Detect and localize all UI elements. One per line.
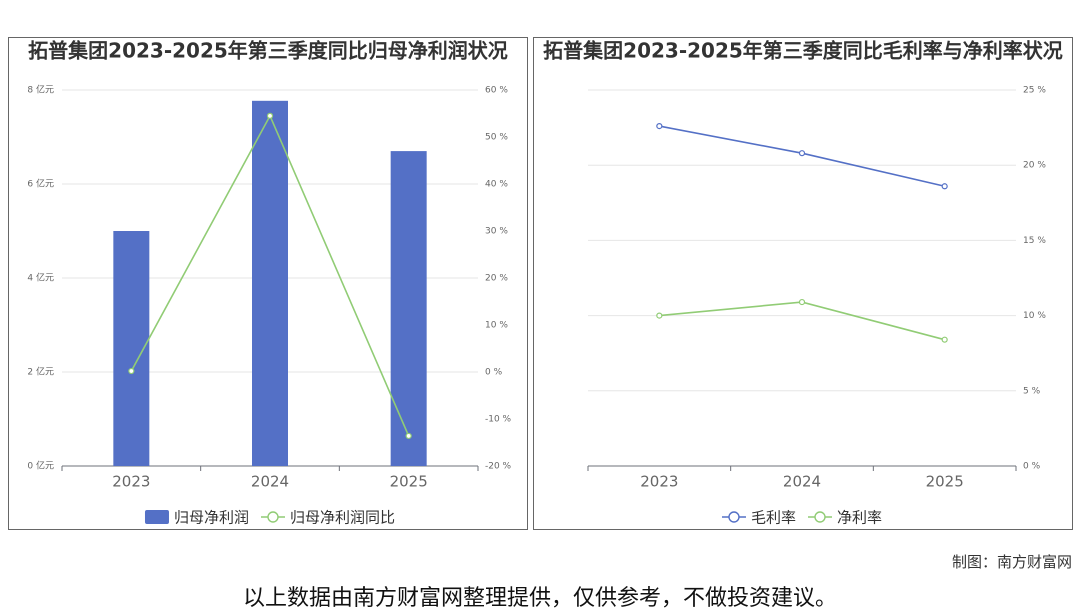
y-tick-label: -10 % xyxy=(485,415,512,425)
y-tick-label: 0 % xyxy=(1023,462,1041,472)
chart-title: 拓普集团2023-2025年第三季度同比归母净利润状况 xyxy=(28,39,508,63)
legend-label: 归母净利润 xyxy=(174,509,249,527)
line-point xyxy=(656,122,663,130)
y-tick-label: 25 % xyxy=(1023,86,1046,96)
x-tick-label: 2025 xyxy=(390,473,428,491)
y-tick-label: 10 % xyxy=(485,321,508,331)
y-tick-label: 40 % xyxy=(485,180,508,190)
legend-swatch xyxy=(728,511,740,523)
disclaimer: 以上数据由南方财富网整理提供，仅供参考，不做投资建议。 xyxy=(242,586,837,611)
y-tick-label: 8 亿元 xyxy=(27,84,54,96)
x-tick-label: 2025 xyxy=(926,473,964,491)
x-tick-label: 2024 xyxy=(251,473,289,491)
line-point xyxy=(128,367,135,375)
line-point xyxy=(405,432,412,440)
line-point xyxy=(941,336,948,343)
legend-label: 净利率 xyxy=(837,509,882,527)
y-tick-label: 30 % xyxy=(485,227,508,237)
chart-panel: 拓普集团2023-2025年第三季度同比毛利率与净利率状况 0 % 5 % 10 %… xyxy=(533,37,1073,530)
x-tick-label: 2024 xyxy=(783,473,821,491)
source-note: 制图：南方财富网 xyxy=(951,553,1072,571)
y-tick-label: 15 % xyxy=(1023,236,1046,246)
legend-swatch xyxy=(814,511,826,523)
bar xyxy=(390,151,427,466)
legend-swatch xyxy=(267,511,279,523)
line-point xyxy=(266,112,274,119)
legend-label: 归母净利润同比 xyxy=(290,509,395,527)
y-tick-label: 60 % xyxy=(485,86,508,96)
line-point xyxy=(941,183,948,190)
y-tick-label: -20 % xyxy=(485,462,512,472)
y-tick-label: 5 % xyxy=(1023,386,1041,396)
y-tick-label: 50 % xyxy=(485,133,508,143)
y-tick-label: 20 % xyxy=(1023,161,1046,171)
y-tick-label: 4 亿元 xyxy=(27,272,54,284)
panel-border xyxy=(533,37,1073,530)
y-tick-label: 20 % xyxy=(485,274,508,284)
legend-swatch xyxy=(144,510,169,524)
chart-panel: 拓普集团2023-2025年第三季度同比归母净利润状况 0 亿元 2 亿元 4 亿元… xyxy=(8,37,528,530)
line-point xyxy=(798,150,806,157)
y-tick-label: 0 % xyxy=(485,368,503,378)
y-tick-label: 0 亿元 xyxy=(27,460,54,472)
bar xyxy=(252,100,288,466)
line-point xyxy=(656,312,663,319)
x-tick-label: 2023 xyxy=(640,473,678,491)
line-point xyxy=(798,298,806,306)
chart-title: 拓普集团2023-2025年第三季度同比毛利率与净利率状况 xyxy=(543,39,1063,63)
y-tick-label: 6 亿元 xyxy=(27,178,54,190)
legend-label: 毛利率 xyxy=(751,509,796,527)
y-tick-label: 10 % xyxy=(1023,311,1046,321)
x-tick-label: 2023 xyxy=(112,473,150,491)
y-tick-label: 2 亿元 xyxy=(27,366,54,378)
